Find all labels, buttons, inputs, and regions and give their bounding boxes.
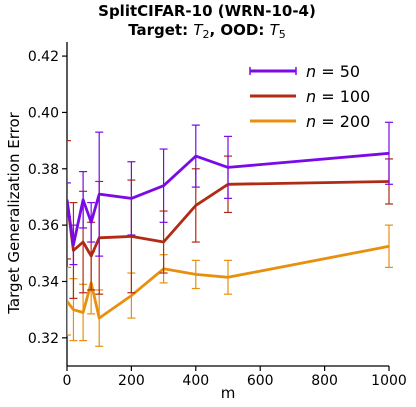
title-ood-symbol: T	[270, 21, 281, 39]
x-tick-label: 800	[311, 373, 338, 389]
data-point	[388, 245, 390, 248]
legend-variable: n	[306, 112, 316, 131]
data-point	[162, 184, 165, 187]
legend-value: = 50	[316, 62, 360, 81]
legend-variable: n	[306, 62, 316, 81]
data-point	[130, 197, 133, 200]
series-line	[67, 151, 390, 247]
data-point	[98, 193, 100, 195]
series-line	[67, 244, 390, 320]
legend-label: n = 50	[306, 62, 360, 81]
legend-value: = 200	[316, 112, 370, 131]
series-group	[67, 224, 393, 347]
chart-title-line2: Target: T2, OOD: T5	[128, 21, 286, 41]
data-point	[82, 198, 84, 201]
data-point	[130, 294, 133, 297]
y-tick-label: 0.32	[28, 331, 59, 347]
y-tick-label: 0.34	[28, 274, 59, 290]
data-point	[130, 235, 133, 238]
chart-title-line1: SplitCIFAR-10 (WRN-10-4)	[98, 2, 316, 20]
legend-variable: n	[306, 87, 316, 106]
title-target-label: Target:	[128, 21, 193, 39]
title-ood-label: , OOD:	[210, 21, 270, 39]
data-point	[227, 166, 229, 169]
legend-label: n = 100	[306, 87, 370, 106]
data-point	[388, 152, 390, 155]
title-target-symbol: T	[193, 21, 204, 39]
data-point	[227, 276, 229, 279]
data-point	[90, 255, 92, 257]
data-point	[195, 155, 197, 157]
data-point	[82, 241, 84, 243]
data-point	[90, 221, 92, 224]
y-tick-label: 0.38	[28, 162, 59, 178]
data-point	[162, 241, 165, 243]
y-tick-label: 0.36	[28, 218, 59, 234]
data-point	[98, 317, 100, 319]
y-axis-label: Target Generalization Error	[5, 111, 23, 314]
x-tick-label: 200	[118, 373, 145, 389]
series-group	[67, 121, 393, 266]
x-tick-label: 1000	[371, 373, 407, 389]
x-tick-label: 0	[63, 373, 72, 389]
data-point	[72, 308, 75, 311]
data-point	[82, 311, 84, 314]
title-target-subscript: 2	[203, 28, 210, 41]
series-line	[67, 180, 390, 258]
y-tick-label: 0.40	[28, 105, 59, 121]
legend-label: n = 200	[306, 112, 370, 131]
title-ood-subscript: 5	[279, 28, 286, 41]
data-point	[67, 300, 68, 302]
legend-value: = 100	[316, 87, 370, 106]
data-point	[195, 204, 197, 207]
x-axis-label: m	[221, 384, 236, 402]
plot-area: 0 200 400 600 800 1000 0.32 0.34 0.36 0.38 0.40 0.4…	[28, 42, 407, 389]
data-point	[72, 244, 75, 246]
data-point	[67, 198, 68, 201]
y-tick-label: 0.42	[28, 49, 59, 65]
data-point	[195, 273, 197, 276]
x-tick-label: 600	[247, 373, 274, 389]
x-tick-label: 400	[182, 373, 209, 389]
